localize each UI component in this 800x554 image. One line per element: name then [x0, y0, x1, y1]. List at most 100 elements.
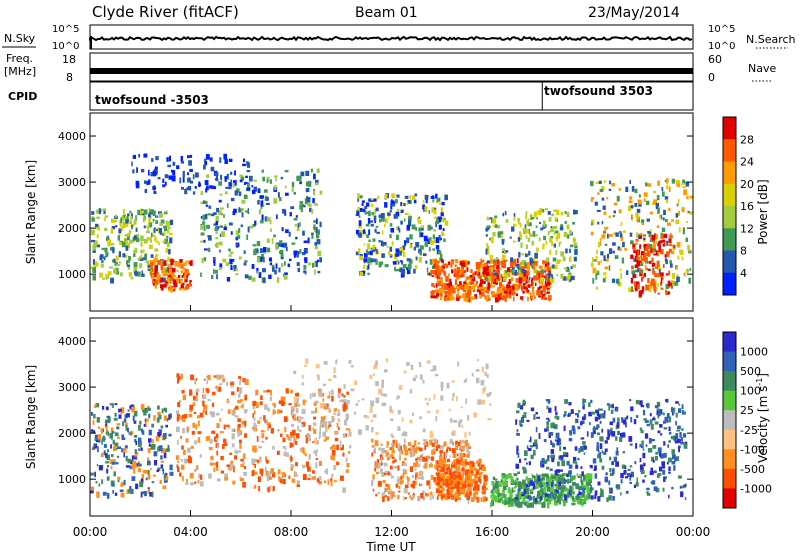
echo-cell: [372, 488, 375, 492]
echo-cell: [133, 219, 137, 223]
echo-cell: [457, 361, 460, 367]
echo-cell: [228, 222, 233, 226]
echo-cell: [535, 412, 538, 415]
echo-cell: [99, 209, 103, 212]
echo-cell: [601, 186, 605, 191]
echo-cell: [635, 399, 640, 405]
echo-cell: [577, 475, 581, 478]
echo-cell: [403, 431, 408, 437]
echo-cell: [433, 393, 436, 400]
echo-cell: [251, 185, 253, 188]
echo-cell: [269, 262, 272, 266]
echo-cell: [215, 412, 220, 416]
echo-cell: [465, 298, 469, 303]
echo-cell: [548, 482, 552, 485]
echo-cell: [658, 411, 662, 416]
echo-cell: [223, 226, 227, 231]
echo-cell: [148, 214, 151, 218]
echo-cell: [655, 487, 660, 493]
echo-cell: [432, 258, 436, 265]
echo-cell: [639, 427, 643, 431]
echo-cell: [141, 491, 145, 495]
echo-cell: [316, 168, 320, 173]
echo-cell: [180, 279, 183, 285]
echo-cell: [581, 420, 585, 424]
echo-cell: [341, 393, 344, 397]
echo-cell: [477, 497, 480, 503]
echo-cell: [366, 234, 370, 238]
echo-cell: [288, 435, 292, 441]
echo-cell: [133, 267, 137, 273]
echo-cell: [525, 253, 528, 258]
echo-cell: [448, 480, 450, 483]
echo-cell: [429, 462, 433, 465]
echo-cell: [506, 499, 509, 502]
echo-cell: [541, 281, 544, 287]
echo-cell: [487, 227, 490, 230]
x-tick-label: 08:00: [274, 525, 309, 539]
echo-cell: [516, 429, 519, 433]
echo-cell: [282, 446, 286, 449]
echo-cell: [140, 208, 143, 215]
echo-cell: [252, 445, 257, 448]
echo-cell: [689, 195, 693, 199]
echo-cell: [182, 394, 187, 401]
echo-cell: [407, 263, 412, 270]
echo-cell: [195, 378, 198, 381]
echo-cell: [509, 236, 512, 239]
echo-cell: [262, 176, 266, 182]
echo-cell: [502, 254, 506, 261]
echo-cell: [237, 424, 241, 428]
echo-cell: [295, 462, 298, 467]
echo-cell: [458, 456, 461, 462]
echo-cell: [555, 432, 560, 439]
echo-cell: [627, 468, 631, 471]
echo-cell: [106, 492, 110, 499]
echo-cell: [122, 447, 127, 453]
echo-cell: [367, 272, 370, 276]
echo-cell: [542, 243, 545, 250]
echo-cell: [434, 272, 438, 278]
echo-cell: [573, 475, 576, 479]
echo-cell: [494, 294, 497, 300]
velocity-colorbar-swatch: [723, 371, 736, 392]
echo-cell: [647, 448, 650, 453]
echo-cell: [657, 292, 660, 295]
echo-cell: [402, 468, 406, 472]
echo-cell: [669, 282, 672, 286]
echo-cell: [546, 499, 549, 502]
echo-cell: [189, 457, 193, 463]
echo-cell: [260, 219, 264, 224]
echo-cell: [266, 197, 269, 201]
echo-cell: [370, 258, 374, 263]
echo-cell: [570, 244, 574, 248]
echo-cell: [464, 458, 467, 463]
echo-cell: [367, 217, 371, 224]
echo-cell: [487, 249, 490, 255]
echo-cell: [167, 242, 170, 248]
echo-cell: [163, 260, 167, 266]
echo-cell: [553, 475, 556, 480]
echo-cell: [451, 259, 454, 265]
echo-cell: [592, 267, 596, 274]
echo-cell: [459, 497, 462, 501]
echo-cell: [619, 247, 622, 252]
echo-cell: [440, 395, 444, 401]
echo-cell: [140, 235, 144, 242]
echo-cell: [647, 183, 652, 187]
echo-cell: [473, 492, 477, 499]
echo-cell: [144, 410, 149, 413]
echo-cell: [675, 266, 678, 270]
echo-cell: [185, 482, 189, 485]
echo-cell: [524, 458, 527, 461]
echo-cell: [381, 379, 384, 385]
echo-cell: [623, 465, 627, 469]
echo-cell: [94, 471, 96, 478]
echo-cell: [548, 407, 552, 413]
echo-cell: [659, 424, 663, 428]
echo-cell: [129, 239, 133, 244]
echo-cell: [429, 494, 432, 501]
echo-cell: [414, 462, 418, 468]
echo-cell: [547, 262, 550, 267]
